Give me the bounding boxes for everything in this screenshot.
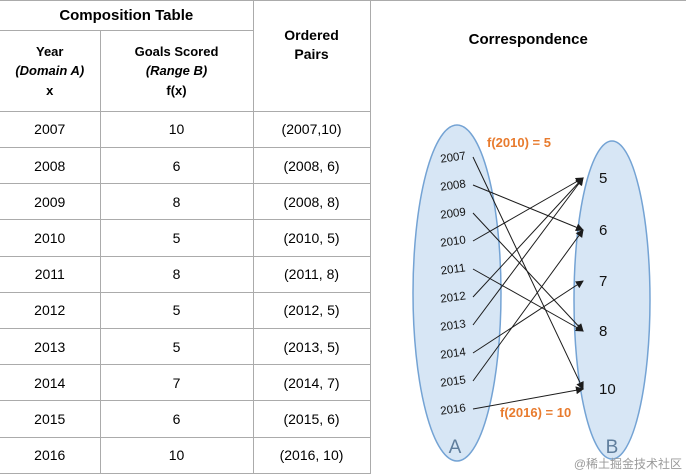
- pair-cell: (2010, 5): [252, 219, 371, 257]
- goals-cell: 6: [99, 146, 254, 185]
- mapping-arrow: [472, 184, 584, 232]
- goals-header-line1: Goals Scored: [134, 43, 219, 59]
- range-value-label: 10: [599, 381, 616, 398]
- year-cell: 2015: [0, 400, 101, 438]
- year-cell: 2013: [0, 327, 101, 366]
- ordered-pairs-header: Ordered Pairs: [252, 0, 371, 112]
- goals-cell: 10: [99, 436, 254, 474]
- watermark: @稀土掘金技术社区: [573, 457, 682, 471]
- goals-header-line3: f(x): [166, 82, 187, 98]
- pair-cell: (2007,10): [252, 110, 371, 148]
- goals-cell: 10: [99, 110, 254, 148]
- pair-cell: (2008, 6): [252, 146, 371, 185]
- domain-year-label: 2008: [439, 178, 466, 193]
- range-value-label: 5: [599, 170, 607, 187]
- pair-cell: (2014, 7): [252, 364, 371, 402]
- domain-year-label: 2014: [439, 346, 467, 362]
- year-header-line3: x: [46, 82, 54, 98]
- table-row: 2015 6 (2015, 6): [0, 400, 686, 438]
- year-header-line1: Year: [36, 43, 64, 59]
- table-row: 2007 10 (2007,10): [0, 110, 686, 148]
- range-value-label: 7: [599, 273, 607, 290]
- mapping-arrow: [472, 177, 584, 326]
- year-cell: 2014: [0, 364, 101, 402]
- year-cell: 2016: [0, 436, 101, 474]
- ordered-pairs-header-label: Ordered Pairs: [284, 27, 339, 62]
- range-value-label: 6: [599, 222, 607, 239]
- table-row: 2012 5 (2012, 5): [0, 291, 686, 330]
- table-row: 2014 7 (2014, 7): [0, 364, 686, 402]
- range-value-label: 8: [599, 323, 607, 340]
- table-row: 2009 8 (2008, 8): [0, 183, 686, 221]
- mapping-arrow: [472, 229, 584, 382]
- pair-cell: (2011, 8): [252, 255, 371, 293]
- set-a-label: A: [448, 437, 461, 458]
- annotation-f2010: f(2010) = 5: [487, 135, 551, 150]
- domain-year-label: 2010: [439, 234, 466, 249]
- goals-cell: 5: [99, 291, 254, 330]
- set-a-ellipse: [411, 124, 502, 462]
- set-b-ellipse: [572, 140, 651, 460]
- goals-cell: 8: [99, 255, 254, 293]
- year-cell: 2008: [0, 146, 101, 185]
- mapping-arrow: [472, 156, 584, 390]
- table-row: 2016 10 (2016, 10): [0, 436, 686, 474]
- table-title: Composition Table: [0, 0, 254, 32]
- domain-year-label: 2015: [439, 374, 466, 389]
- pair-cell: (2015, 6): [252, 400, 371, 438]
- subheader-row: Year (Domain A) x Goals Scored (Range B)…: [0, 30, 686, 112]
- table-row: 2008 6 (2008, 6): [0, 146, 686, 185]
- mapping-arrow: [472, 177, 584, 242]
- mapping-arrow: [472, 268, 584, 332]
- year-cell: 2010: [0, 219, 101, 257]
- goals-cell: 7: [99, 364, 254, 402]
- table-row: 2010 5 (2010, 5): [0, 219, 686, 257]
- year-column-header: Year (Domain A) x: [0, 30, 101, 112]
- correspondence-header: Correspondence: [468, 31, 588, 48]
- year-cell: 2012: [0, 291, 101, 330]
- domain-year-label: 2011: [440, 262, 466, 277]
- mapping-arrow: [472, 212, 584, 332]
- pair-cell: (2016, 10): [252, 436, 371, 474]
- goals-cell: 5: [99, 219, 254, 257]
- mapping-arrow: [472, 177, 584, 298]
- pair-cell: (2012, 5): [252, 291, 371, 330]
- pair-cell: (2013, 5): [252, 327, 371, 366]
- table-row: 2013 5 (2013, 5): [0, 327, 686, 366]
- annotation-f2016: f(2016) = 10: [500, 405, 571, 420]
- domain-year-label: 2012: [439, 290, 466, 305]
- year-cell: 2011: [0, 255, 101, 293]
- goals-cell: 5: [99, 327, 254, 366]
- year-header-line2: (Domain A): [15, 63, 85, 79]
- set-b-label: B: [605, 437, 618, 458]
- mapping-arrow: [472, 280, 584, 354]
- domain-year-label: 2007: [439, 150, 466, 165]
- domain-year-label: 2009: [439, 206, 466, 221]
- domain-year-label: 2013: [439, 318, 466, 333]
- year-cell: 2007: [0, 110, 101, 148]
- domain-year-label: 2016: [439, 402, 466, 417]
- correspondence-cell: Correspondence 2007 2008 2009 2010 2011 2012 2…: [369, 0, 686, 474]
- year-cell: 2009: [0, 183, 101, 221]
- correspondence-diagram: 2007 2008 2009 2010 2011 2012 2013 2014 2015 2016…: [411, 124, 651, 462]
- goals-cell: 6: [99, 400, 254, 438]
- goals-column-header: Goals Scored (Range B) f(x): [99, 30, 254, 112]
- pair-cell: (2008, 8): [252, 183, 371, 221]
- goals-cell: 8: [99, 183, 254, 221]
- goals-header-line2: (Range B): [145, 63, 208, 79]
- mapping-arrow: [472, 386, 584, 410]
